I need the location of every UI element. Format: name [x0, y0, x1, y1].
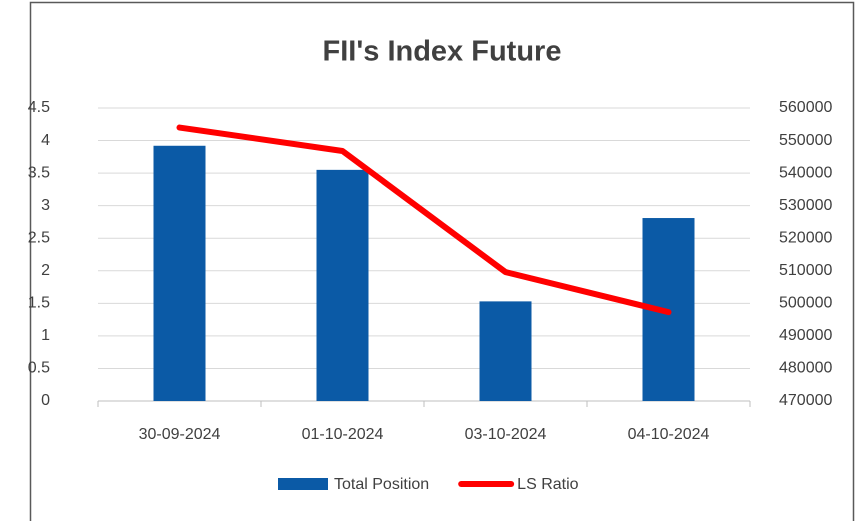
y-tick-label: 0.5 — [28, 360, 50, 377]
x-tick-label: 30-09-2024 — [139, 426, 221, 443]
y2-tick-label: 480000 — [779, 360, 832, 377]
y2-tick-label: 470000 — [779, 392, 832, 409]
x-tick-label: 03-10-2024 — [465, 426, 547, 443]
y-tick-label: 0 — [41, 392, 50, 409]
y-tick-label: 3.5 — [28, 164, 50, 181]
y-tick-label: 3 — [41, 197, 50, 214]
y2-tick-label: 530000 — [779, 197, 832, 214]
legend-swatch — [278, 478, 328, 490]
y-tick-label: 1 — [41, 327, 50, 344]
y2-tick-label: 500000 — [779, 295, 832, 312]
y2-tick-label: 510000 — [779, 262, 832, 279]
y2-tick-label: 550000 — [779, 132, 832, 149]
y2-tick-label: 490000 — [779, 327, 832, 344]
x-tick-label: 01-10-2024 — [302, 426, 384, 443]
y2-tick-label: 520000 — [779, 229, 832, 246]
y-tick-label: 2 — [41, 262, 50, 279]
y2-tick-label: 560000 — [779, 99, 832, 116]
y2-tick-label: 540000 — [779, 164, 832, 181]
bar — [153, 145, 206, 401]
bar — [479, 301, 532, 401]
x-tick-label: 04-10-2024 — [628, 426, 710, 443]
chart-title: FII's Index Future — [323, 36, 562, 68]
line — [176, 124, 672, 316]
y-tick-label: 2.5 — [28, 229, 50, 246]
bar — [316, 169, 369, 401]
legend-label: LS Ratio — [517, 476, 578, 493]
legend-label: Total Position — [334, 476, 429, 493]
y-tick-label: 1.5 — [28, 295, 50, 312]
y-tick-label: 4.5 — [28, 99, 50, 116]
chart-frame — [29, 1, 855, 521]
y-tick-label: 4 — [41, 132, 50, 149]
